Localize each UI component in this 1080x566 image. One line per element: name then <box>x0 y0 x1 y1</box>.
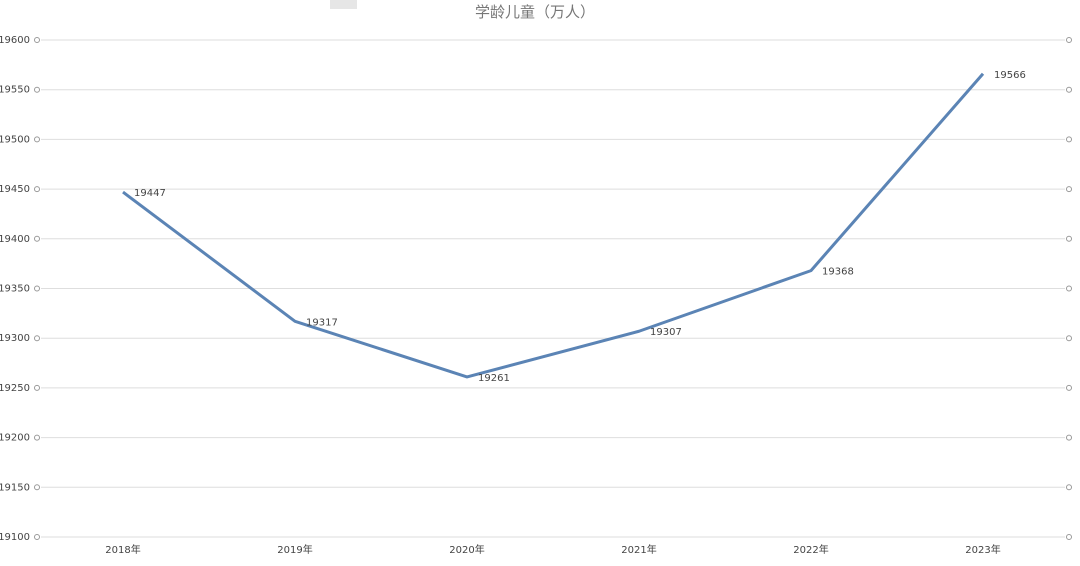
tick-mark <box>34 484 40 491</box>
tick-mark <box>1066 484 1072 491</box>
tick-mark <box>34 186 40 193</box>
tick-mark <box>34 235 40 242</box>
y-tick-label: 19450 <box>0 184 30 195</box>
tick-mark <box>34 86 40 93</box>
tick-mark <box>1066 534 1072 540</box>
x-tick-label: 2022年 <box>793 543 828 556</box>
tick-mark <box>34 534 40 540</box>
x-tick-label: 2023年 <box>965 543 1000 556</box>
tick-mark <box>34 136 40 143</box>
y-tick-label: 19550 <box>0 85 30 96</box>
tick-mark <box>1066 235 1072 242</box>
x-tick-label: 2019年 <box>277 543 312 556</box>
tick-mark <box>1066 384 1072 391</box>
tick-mark <box>34 37 40 43</box>
x-tick-label: 2020年 <box>449 543 484 556</box>
y-tick-label: 19300 <box>0 333 30 344</box>
line <box>122 72 985 379</box>
tick-mark <box>34 285 40 292</box>
y-tick-label: 19400 <box>0 234 30 245</box>
y-tick-label: 19500 <box>0 134 30 145</box>
y-tick-label: 19100 <box>0 532 30 543</box>
tick-mark <box>34 434 40 441</box>
data-label: 19261 <box>478 373 510 384</box>
tick-mark <box>1066 37 1072 43</box>
y-tick-label: 19150 <box>0 482 30 493</box>
data-label: 19307 <box>650 327 682 338</box>
data-label: 19368 <box>822 267 854 278</box>
x-tick-label: 2021年 <box>621 543 656 556</box>
tick-mark <box>1066 186 1072 193</box>
y-tick-label: 19350 <box>0 284 30 295</box>
x-tick-label: 2018年 <box>105 543 140 556</box>
y-tick-label: 19600 <box>0 35 30 46</box>
tick-mark <box>1066 86 1072 93</box>
tick-mark <box>1066 335 1072 342</box>
data-label: 19447 <box>134 188 166 199</box>
tick-mark <box>1066 136 1072 143</box>
chart-title: 学龄儿童（万人） <box>475 3 595 21</box>
tick-mark <box>34 384 40 391</box>
toolbar-icon <box>330 0 357 9</box>
data-label: 19566 <box>994 70 1026 81</box>
y-tick-label: 19250 <box>0 383 30 394</box>
tick-mark <box>1066 434 1072 441</box>
tick-mark <box>34 335 40 342</box>
y-tick-label: 19200 <box>0 433 30 444</box>
tick-mark <box>1066 285 1072 292</box>
data-label: 19317 <box>306 317 338 328</box>
